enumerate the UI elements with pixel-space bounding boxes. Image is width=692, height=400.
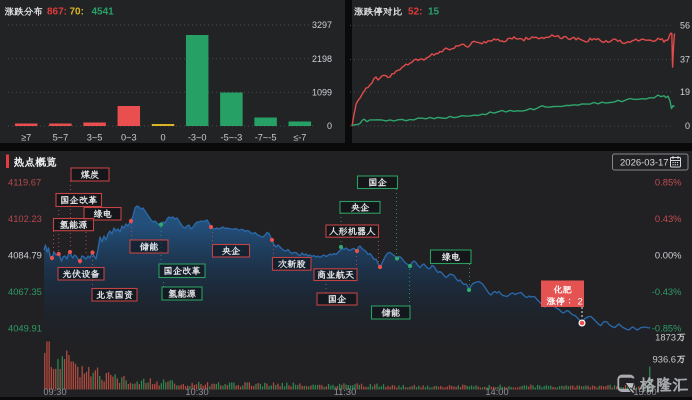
svg-text:3~5: 3~5: [87, 133, 103, 143]
svg-text:37: 37: [680, 55, 690, 65]
svg-text:11:30: 11:30: [334, 387, 357, 397]
svg-text:1099: 1099: [312, 88, 332, 98]
svg-text:936.6: 936.6: [653, 353, 676, 364]
svg-text:09:30: 09:30: [43, 387, 66, 397]
svg-text:0.43%: 0.43%: [655, 213, 682, 224]
svg-text:0.00%: 0.00%: [655, 249, 682, 260]
svg-text:-0.85%: -0.85%: [652, 322, 682, 333]
svg-text:0: 0: [160, 133, 165, 143]
svg-text:≤-7: ≤-7: [293, 133, 306, 143]
svg-text:4067.35: 4067.35: [8, 286, 42, 297]
svg-text:≥7: ≥7: [21, 133, 31, 143]
svg-text:19: 19: [680, 87, 690, 97]
svg-text:10:30: 10:30: [185, 387, 208, 397]
svg-text:0~3: 0~3: [121, 133, 137, 143]
svg-text:56: 56: [680, 21, 690, 31]
svg-text:0: 0: [327, 121, 332, 131]
svg-text:2026-03-17: 2026-03-17: [620, 157, 669, 168]
svg-text:0.85%: 0.85%: [655, 176, 682, 187]
svg-text:14:00: 14:00: [485, 387, 508, 397]
svg-text:52:: 52:: [408, 7, 422, 18]
svg-text:2198: 2198: [312, 54, 332, 64]
svg-text:70:: 70:: [70, 7, 84, 18]
svg-text:15: 15: [428, 7, 440, 18]
svg-text:5~7: 5~7: [53, 133, 69, 143]
svg-text:4541: 4541: [92, 7, 115, 18]
svg-text:4102.23: 4102.23: [8, 213, 42, 224]
svg-text:0: 0: [685, 121, 690, 131]
svg-text:-7~-5: -7~-5: [255, 133, 277, 143]
svg-text:4084.79: 4084.79: [8, 249, 42, 260]
svg-text:4119.67: 4119.67: [8, 176, 41, 187]
svg-text:3297: 3297: [312, 20, 332, 30]
svg-text:-0.43%: -0.43%: [652, 286, 682, 297]
svg-text:1873: 1873: [655, 331, 676, 342]
svg-text:867:: 867:: [47, 7, 67, 18]
svg-text:15:00: 15:00: [633, 387, 656, 397]
svg-text:2: 2: [578, 296, 583, 307]
svg-text:-5~-3: -5~-3: [221, 133, 243, 143]
svg-text:4049.91: 4049.91: [8, 322, 42, 333]
svg-text:-3~0: -3~0: [188, 133, 207, 143]
